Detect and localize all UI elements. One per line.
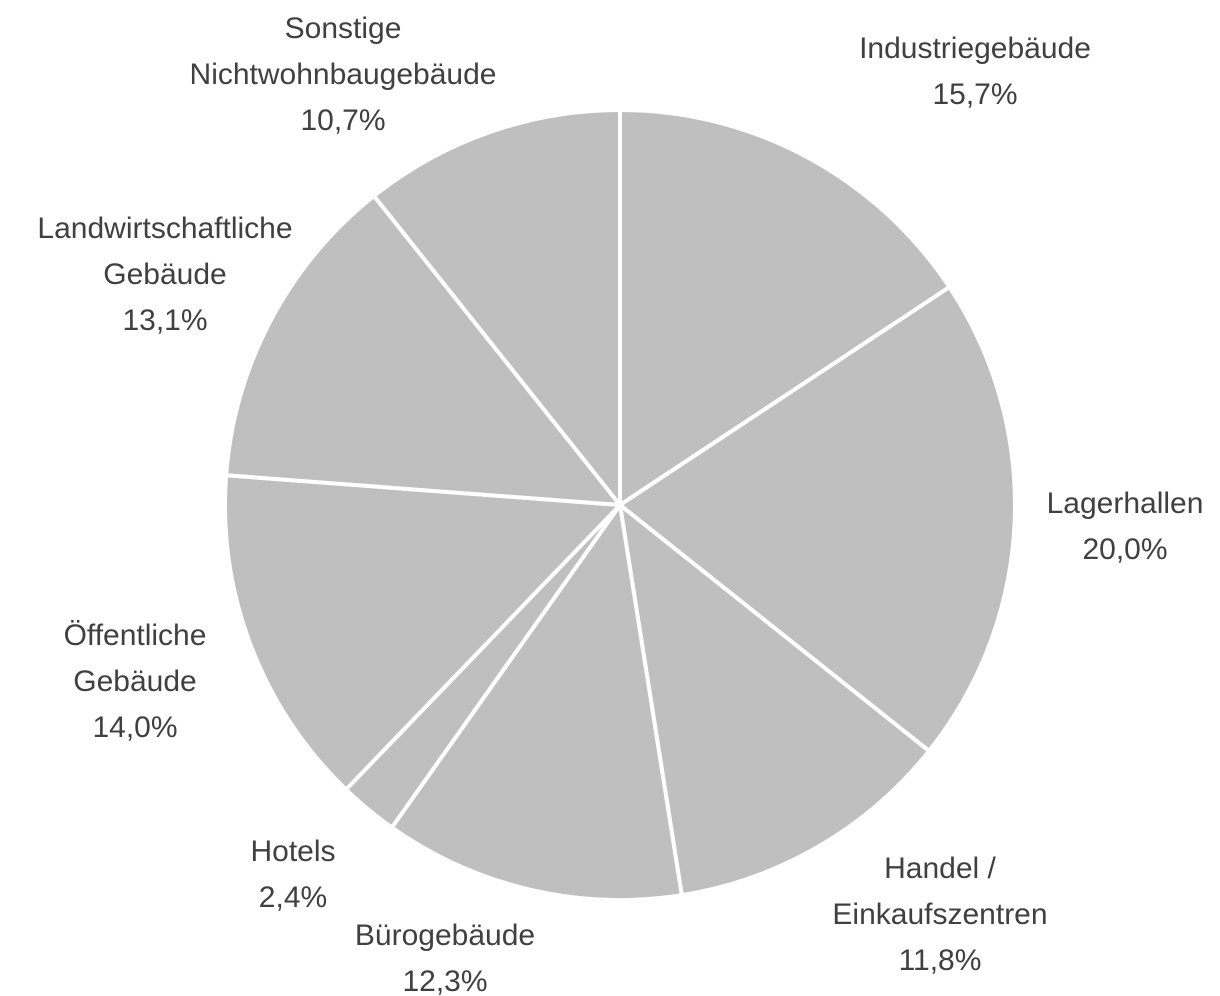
pie-slice — [223, 473, 622, 792]
slice-value-label: 15,7% — [932, 78, 1017, 111]
slice-label-line: Öffentliche — [64, 619, 207, 652]
slice-value-label: 10,7% — [300, 104, 385, 137]
slice-label-line: Industriegebäude — [859, 32, 1091, 65]
slice-value-label: 13,1% — [122, 304, 207, 337]
slice-label: Bürogebäude — [355, 919, 535, 952]
slice-label-line: Landwirtschaftliche — [37, 212, 292, 245]
slice-label: Lagerhallen — [1047, 487, 1204, 520]
pie-slice — [371, 108, 622, 507]
slice-label-line: Sonstige — [285, 12, 402, 45]
slice-label: Handel / Einkaufszentren — [832, 852, 1047, 931]
slice-label-line: Einkaufszentren — [832, 898, 1047, 931]
slice-label-line: Lagerhallen — [1047, 487, 1204, 520]
slice-label: Hotels — [250, 835, 335, 868]
slice-label-line: Hotels — [250, 835, 335, 868]
pie-slice — [618, 503, 932, 898]
slice-value-label: 2,4% — [259, 881, 327, 914]
slice-label: Landwirtschaftliche Gebäude — [37, 212, 292, 291]
pie-slice — [224, 193, 622, 507]
slice-value-label: 14,0% — [92, 711, 177, 744]
slice-value-label: 20,0% — [1082, 533, 1167, 566]
slice-label-line: Gebäude — [73, 665, 196, 698]
slice-label: Industriegebäude — [859, 32, 1091, 65]
slice-label-line: Handel / — [884, 852, 996, 885]
slice-label-line: Bürogebäude — [355, 919, 535, 952]
slice-value-label: 11,8% — [899, 944, 982, 977]
pie-slice — [618, 108, 952, 507]
slice-label-line: Gebäude — [103, 258, 226, 291]
slice-label-line: Nichtwohnbaugebäude — [190, 58, 497, 91]
pie-slice — [389, 503, 684, 902]
slice-label: Öffentliche Gebäude — [64, 619, 207, 698]
slice-value-label: 12,3% — [402, 965, 487, 996]
slice-label: Sonstige Nichtwohnbaugebäude — [190, 12, 497, 91]
pie-slice — [618, 285, 1017, 754]
